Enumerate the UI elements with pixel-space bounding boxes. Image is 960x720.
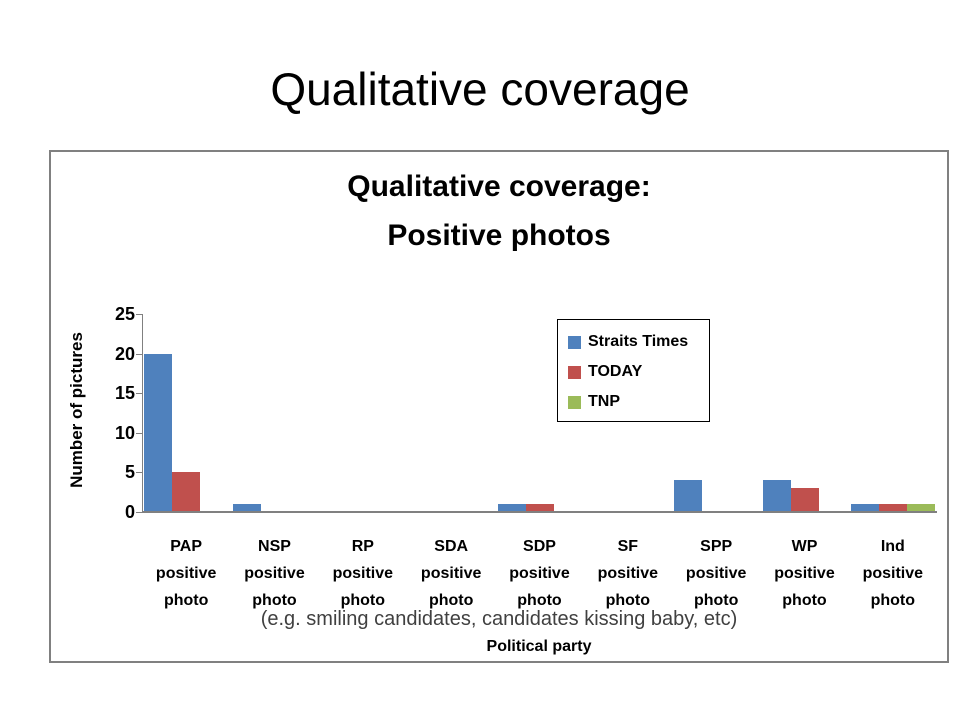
x-category-label-line: photo [163, 592, 209, 609]
y-tick-mark [136, 433, 142, 434]
x-category-label-line: photo [693, 592, 739, 609]
legend-label: TNP [588, 393, 620, 410]
bar-today-ind [878, 504, 907, 512]
x-category-label-line: positive [509, 565, 570, 582]
x-category-label-line: photo [782, 592, 827, 609]
legend-swatch-icon [568, 365, 581, 379]
bar-straits-times-pap [144, 353, 173, 512]
x-category-label-spp: SPP positive photo [672, 533, 760, 614]
x-category-label-line: RP [351, 538, 374, 555]
x-category-label-line: photo [517, 592, 562, 609]
x-category-label-pap: PAP positive photo [142, 533, 230, 614]
x-category-label-line: SPP [700, 538, 733, 555]
x-category-label-line: SDA [434, 538, 469, 555]
x-category-label-rp: RP positive photo [319, 533, 407, 614]
chart-title-line1: Qualitative coverage: [347, 170, 651, 203]
y-tick-label: 20 [114, 343, 135, 364]
x-axis-title: Political party [486, 638, 592, 655]
legend-swatch-icon [568, 395, 581, 409]
x-category-label-nsp: NSP positive photo [230, 533, 318, 614]
legend-label: TODAY [588, 363, 643, 380]
bar-straits-times-spp [674, 480, 703, 512]
x-category-label-line: positive [155, 565, 217, 582]
bar-today-sdp [525, 504, 554, 512]
x-category-label-wp: WP positive photo [760, 533, 848, 614]
x-category-label-line: positive [774, 565, 835, 582]
x-category-label-line: positive [597, 565, 659, 582]
x-category-label-line: positive [420, 565, 482, 582]
chart-title: Qualitative coverage: Positive photos [51, 162, 947, 260]
x-category-label-line: photo [870, 592, 916, 609]
bar-straits-times-ind [850, 504, 879, 512]
x-category-label-line: photo [428, 592, 474, 609]
x-category-label-sda: SDA positive photo [407, 533, 495, 614]
x-category-label-line: NSP [258, 538, 291, 555]
bar-today-wp [790, 488, 819, 512]
x-axis-line [142, 511, 937, 513]
y-tick-label: 25 [114, 304, 135, 324]
x-category-label-line: photo [605, 592, 651, 609]
plot-area [142, 314, 937, 513]
x-category-label-line: positive [332, 565, 394, 582]
y-tick-label: 0 [124, 502, 135, 522]
bar-straits-times-sdp [497, 504, 526, 512]
y-tick-label: 10 [114, 422, 135, 443]
legend-item-today: TODAY [568, 357, 709, 387]
x-category-label-line: SDP [523, 538, 556, 555]
caption: (e.g. smiling candidates, candidates kis… [260, 608, 738, 630]
x-category-label-ind: Ind positive photo [849, 533, 937, 614]
y-tick-mark [136, 512, 142, 513]
y-tick-label: 5 [124, 462, 135, 483]
y-tick-mark [136, 393, 142, 394]
x-category-label-line: positive [862, 565, 924, 582]
x-category-label-line: Ind [880, 538, 905, 555]
x-category-label-line: photo [340, 592, 386, 609]
legend: Straits Times TODAY TNP [557, 319, 710, 422]
chart-title-line2: Positive photos [387, 219, 611, 252]
y-axis-line [142, 314, 143, 512]
bar-straits-times-wp [762, 480, 791, 512]
legend-swatch-icon [568, 335, 581, 349]
y-tick-mark [136, 472, 142, 473]
x-category-label-line: WP [791, 538, 818, 555]
slide-title: Qualitative coverage [270, 63, 690, 115]
legend-item-tnp: TNP [568, 387, 709, 417]
x-category-label-line: PAP [170, 538, 203, 555]
x-category-label-line: positive [244, 565, 305, 582]
x-category-label-line: photo [252, 592, 297, 609]
x-category-label-sdp: SDP positive photo [495, 533, 583, 614]
chart-container: Qualitative coverage: Positive photos Nu… [49, 150, 949, 663]
y-tick-mark [136, 354, 142, 355]
x-category-label-line: SF [617, 538, 639, 555]
legend-item-straits-times: Straits Times [568, 327, 709, 357]
bar-straits-times-nsp [232, 504, 261, 512]
bar-tnp-ind [906, 504, 935, 512]
x-category-label-sf: SF positive photo [584, 533, 672, 614]
bar-today-pap [172, 472, 201, 512]
y-tick-mark [136, 314, 142, 315]
legend-label: Straits Times [588, 333, 689, 350]
y-tick-label: 15 [114, 383, 135, 404]
x-category-label-line: positive [685, 565, 747, 582]
